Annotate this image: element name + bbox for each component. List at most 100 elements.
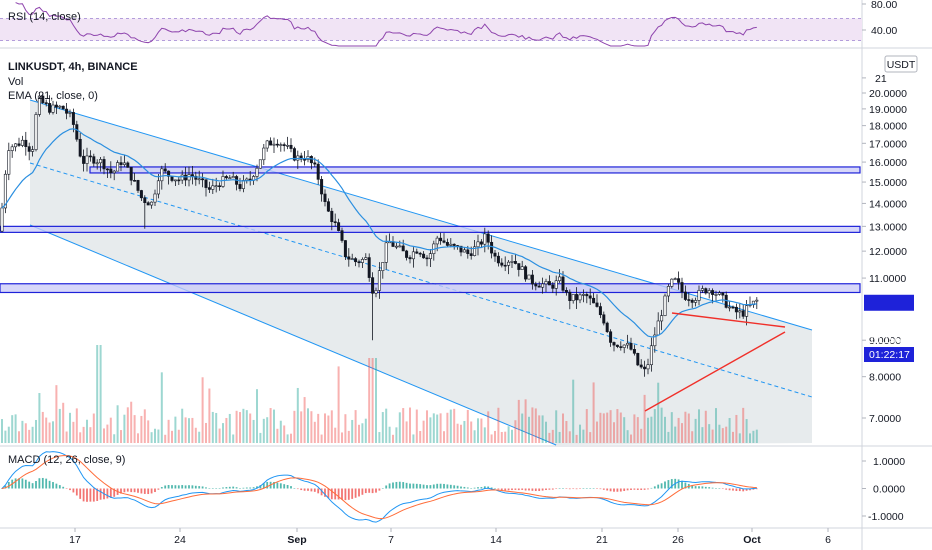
volume-bar	[647, 417, 649, 443]
macd-histogram-bar	[517, 488, 520, 491]
volume-bar	[167, 419, 170, 443]
candle	[493, 250, 497, 262]
price-tick-label: 21	[875, 73, 887, 85]
candle-body	[139, 190, 143, 199]
volume-bar	[415, 409, 418, 443]
volume-bar	[317, 413, 320, 443]
price-tick-label: 12.0000	[869, 246, 907, 258]
candle	[738, 303, 742, 319]
candle-body	[547, 281, 551, 286]
candle	[133, 172, 137, 182]
volume-bar	[313, 421, 316, 443]
macd-histogram-bar	[300, 488, 303, 491]
macd-histogram-bar	[456, 485, 459, 489]
macd-histogram-bar	[664, 481, 666, 489]
candle-body	[228, 177, 232, 180]
candle	[700, 285, 704, 294]
macd-histogram-bar	[55, 483, 58, 489]
volume-bar	[171, 430, 173, 443]
macd-histogram-bar	[439, 483, 442, 489]
candle	[37, 92, 41, 117]
candle	[286, 136, 290, 150]
candle	[119, 156, 123, 172]
triangle-pattern[interactable]	[644, 312, 786, 412]
macd-histogram-bar	[681, 480, 683, 489]
candle-body	[163, 168, 167, 172]
currency-badge[interactable]: USDT	[884, 55, 918, 73]
time-tick-label: 17	[69, 534, 81, 546]
candle-body	[85, 155, 89, 164]
volume-bar	[514, 420, 517, 443]
candle-body	[269, 140, 273, 146]
macd-histogram-bar	[167, 484, 170, 489]
macd-histogram-bar	[616, 488, 619, 492]
candle-body	[588, 295, 592, 299]
candle-body	[170, 176, 174, 181]
candle-body	[496, 255, 500, 264]
channel-midline[interactable]	[29, 162, 813, 398]
macd-histogram-bar	[575, 488, 578, 490]
candle-body	[697, 290, 701, 301]
candle-body	[105, 168, 109, 171]
volume-bar	[698, 409, 700, 443]
macd-histogram-bar	[130, 488, 133, 493]
candle-body	[214, 185, 218, 188]
volume-bar	[538, 415, 541, 443]
candle-body	[439, 237, 443, 242]
macd-histogram-bar	[551, 488, 554, 490]
volume-bar	[466, 409, 469, 443]
candle-body	[401, 245, 405, 252]
candle	[27, 142, 31, 161]
candle-body	[333, 221, 337, 224]
candle-body	[122, 162, 126, 165]
macd-histogram-bar	[630, 488, 632, 490]
volume-bar	[45, 417, 48, 443]
candle-body	[541, 283, 545, 288]
candle	[377, 262, 381, 299]
macd-histogram-bar	[160, 487, 163, 489]
candle-body	[462, 249, 466, 253]
candle	[592, 293, 596, 304]
macd-histogram-bar	[191, 485, 194, 489]
macd-histogram-bar	[249, 487, 252, 489]
macd-histogram-bar	[320, 488, 323, 496]
candle	[571, 294, 575, 304]
candle-body	[82, 155, 86, 164]
volume-bar	[55, 385, 58, 443]
candle	[160, 165, 164, 190]
volume-bar	[273, 409, 275, 443]
macd-histogram-bar	[266, 481, 269, 489]
channel-lower-line[interactable]	[29, 224, 557, 446]
volume-bar	[228, 413, 231, 443]
volume-bar	[446, 412, 449, 443]
price-axis[interactable]: 80.00 40.00 21 20.0000 19.0000 18.0000 17.0000…	[862, 0, 907, 523]
macd-histogram-bar	[58, 485, 61, 489]
candle	[663, 293, 667, 317]
macd-histogram-bar	[86, 488, 88, 502]
volume-bar	[35, 419, 37, 443]
candle-body	[738, 310, 742, 313]
candle-body	[411, 251, 415, 260]
candle	[728, 301, 732, 312]
candle-body	[37, 95, 41, 115]
candle	[129, 167, 133, 186]
candle	[343, 240, 347, 260]
volume-legend: Vol	[8, 76, 23, 88]
macd-histogram-bar	[181, 485, 184, 489]
candle	[660, 309, 664, 331]
time-axis[interactable]: 17 24 Sep 7 14 21 26 Oct 6	[69, 528, 831, 546]
macd-histogram-bar	[626, 488, 629, 491]
volume-bar	[24, 423, 27, 443]
macd-histogram-bar	[7, 481, 10, 489]
candle	[330, 207, 334, 231]
candle-body	[44, 102, 48, 104]
volume-bar	[728, 418, 731, 443]
macd-histogram-bar	[75, 488, 78, 496]
candle	[354, 257, 358, 267]
macd-histogram-bar	[524, 488, 527, 491]
candle-body	[58, 105, 62, 108]
volume-bar	[157, 429, 160, 443]
price-tick-label: 13.0000	[869, 221, 907, 233]
volume-bar	[123, 414, 126, 443]
